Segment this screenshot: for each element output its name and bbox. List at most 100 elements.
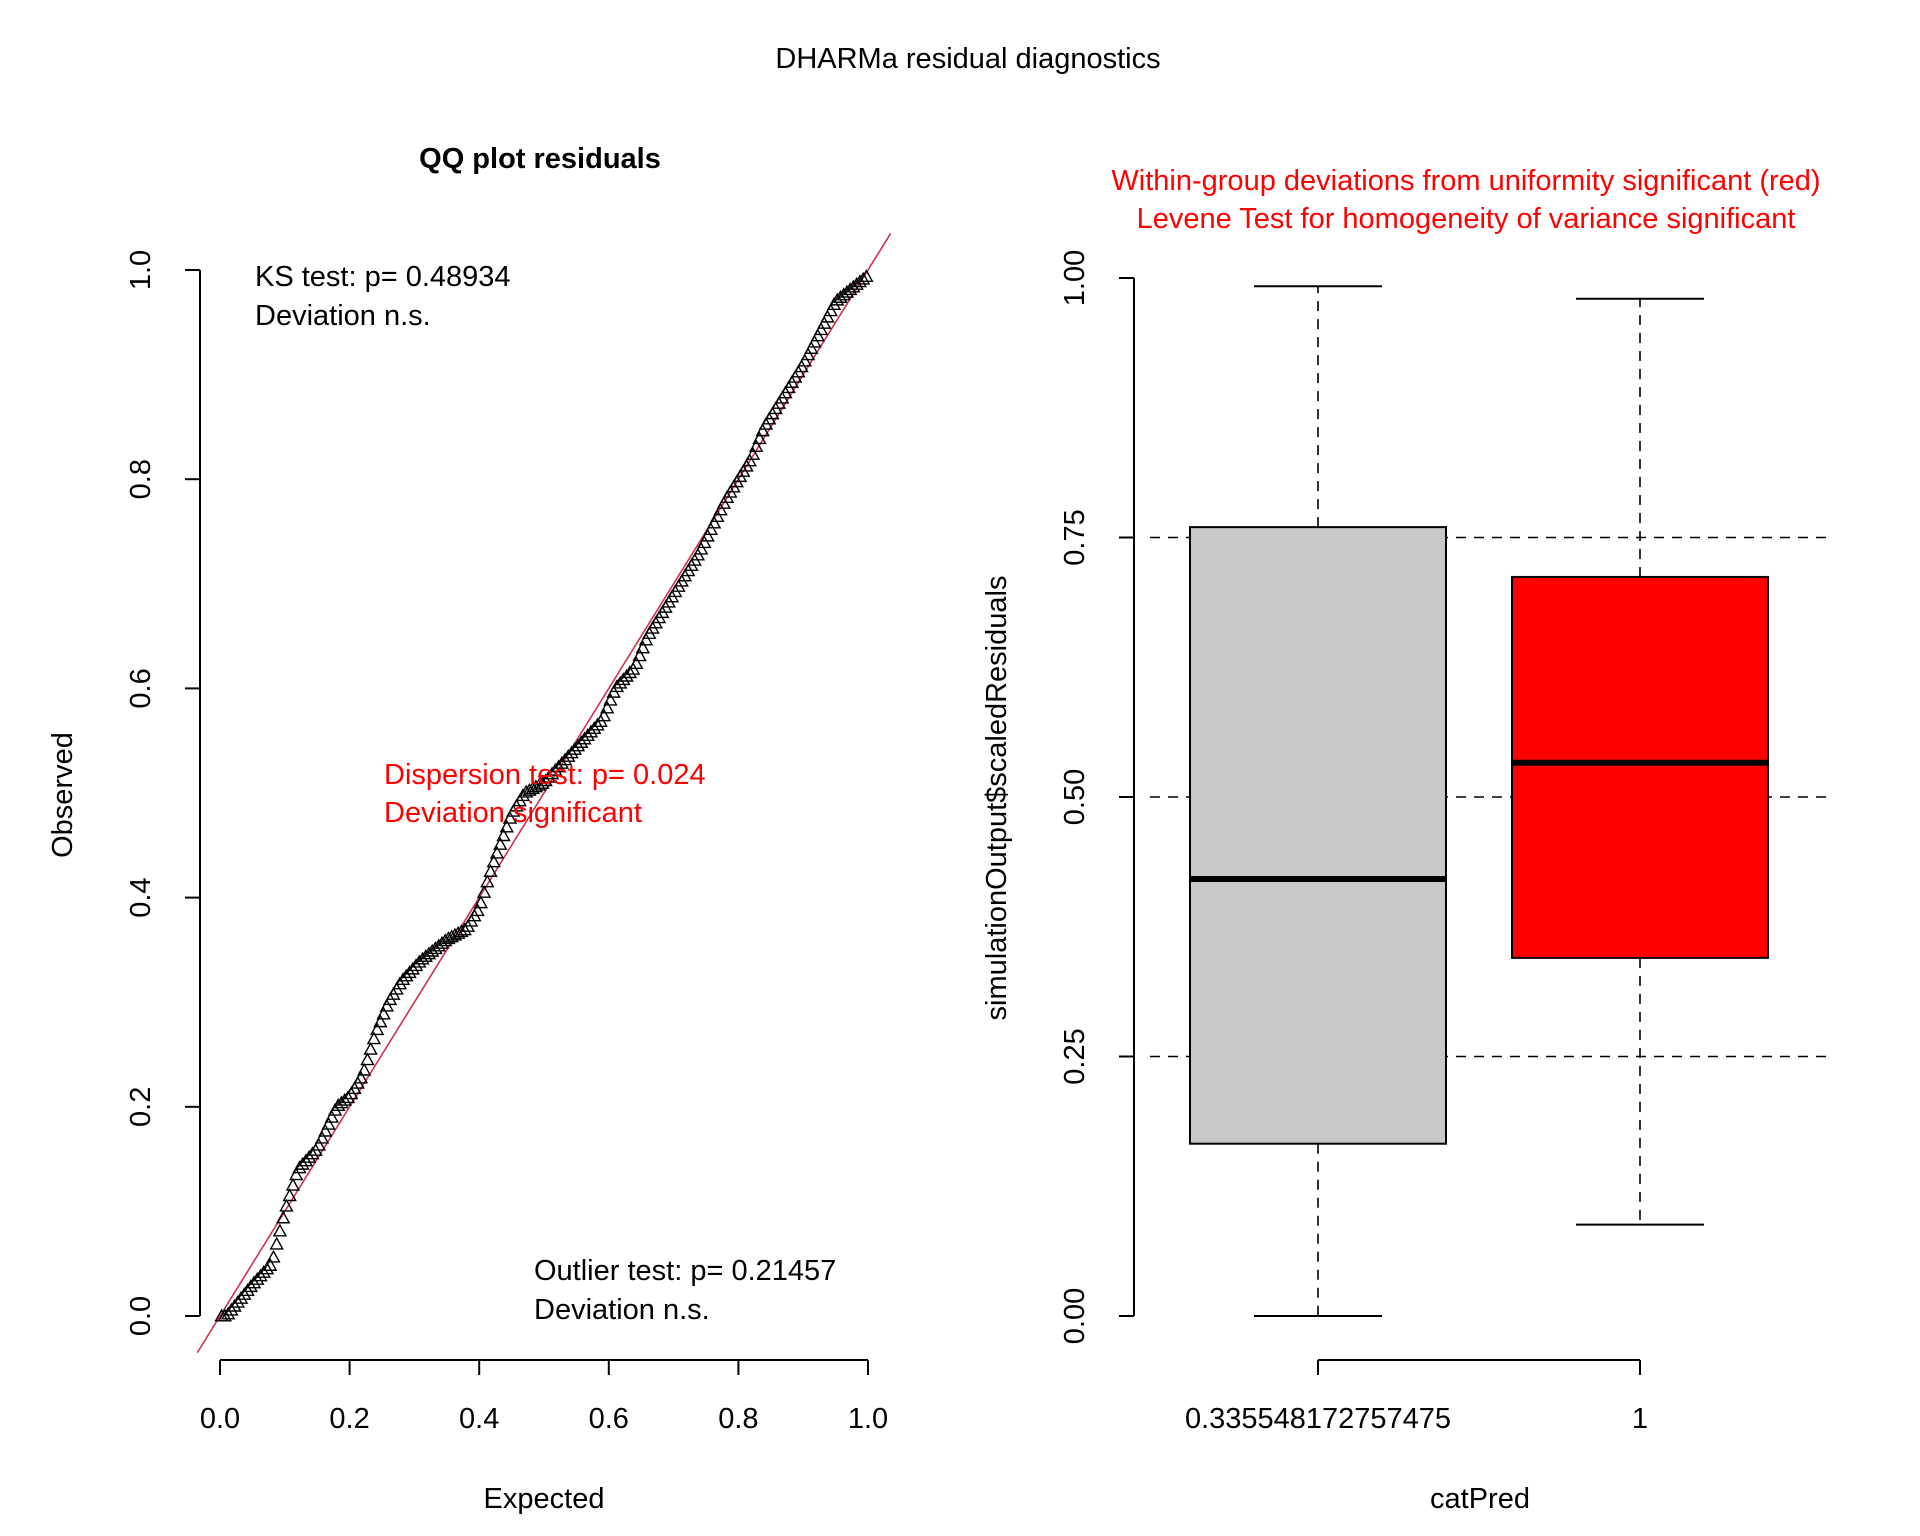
qq-point (567, 741, 582, 755)
qq-point (473, 895, 489, 909)
qq-point (554, 755, 570, 769)
qq-point (480, 874, 495, 888)
qq-x-axis-label: Expected (484, 1483, 605, 1515)
qq-x-tick-label: 0.8 (718, 1403, 758, 1435)
qq-point (253, 1268, 268, 1282)
qq-point (227, 1298, 242, 1312)
qq-points (214, 269, 874, 1322)
qq-point (489, 845, 505, 859)
outlier-test-text: Outlier test: p= 0.21457 (534, 1255, 836, 1287)
qq-point (742, 453, 757, 467)
dispersion-test-text: Dispersion test: p= 0.024 (384, 759, 706, 791)
qq-point (616, 672, 631, 686)
qq-point (797, 353, 813, 367)
qq-x-tick-label: 1.0 (848, 1403, 888, 1435)
qq-point (810, 328, 825, 342)
box-y-tick-label: 0.75 (1059, 509, 1091, 565)
qq-point (220, 1306, 236, 1320)
qq-y-axis-label: Observed (47, 732, 79, 858)
qq-point (570, 738, 586, 752)
qq-point (295, 1156, 310, 1170)
qq-point (444, 929, 459, 943)
qq-point (376, 1006, 391, 1020)
qq-point (590, 717, 605, 731)
qq-point (366, 1031, 382, 1045)
box-body (1511, 575, 1769, 959)
qq-point (693, 541, 709, 555)
qq-point (541, 769, 557, 783)
qq-point (353, 1070, 369, 1084)
outlier-deviation-text: Deviation n.s. (534, 1294, 710, 1326)
qq-point (263, 1258, 278, 1271)
qq-point (266, 1249, 281, 1263)
qq-point (405, 961, 420, 975)
qq-point (583, 724, 599, 738)
qq-point (476, 884, 492, 898)
qq-point (518, 784, 534, 798)
qq-point (703, 522, 719, 536)
qq-y-tick-label: 0.0 (125, 1296, 157, 1336)
box-y-tick-label: 0.50 (1059, 769, 1091, 825)
box-panel: Within-group deviations from uniformity … (981, 165, 1826, 1515)
box-axes: 0.00 0.25 0.50 0.75 1.00 simulationOutput$sca… (981, 250, 1648, 1515)
qq-point (561, 748, 576, 762)
qq-point (496, 828, 511, 842)
qq-point (710, 509, 725, 522)
qq-point (324, 1109, 339, 1123)
box-y-tick-label: 0.00 (1059, 1288, 1091, 1344)
qq-point (243, 1279, 258, 1293)
qq-point (622, 665, 638, 679)
qq-point (493, 836, 508, 850)
qq-point (282, 1188, 297, 1202)
qq-point (697, 535, 712, 549)
qq-point (408, 958, 424, 972)
qq-point (311, 1137, 327, 1151)
qq-point (246, 1275, 262, 1289)
qq-point (360, 1052, 375, 1066)
qq-point (800, 347, 816, 361)
qq-point (483, 864, 498, 877)
qq-point (340, 1090, 356, 1104)
qq-axes: 0.0 0.2 0.4 0.6 0.8 1.0 Expected 0.0 0.2 0.4 0.6 0.… (47, 250, 888, 1515)
qq-point (363, 1041, 378, 1055)
qq-point (713, 502, 728, 516)
qq-x-tick-label: 0.0 (200, 1403, 240, 1435)
qq-point (399, 968, 414, 982)
box-x-tick-label: 1 (1632, 1403, 1648, 1435)
qq-point (755, 423, 770, 437)
qq-point (356, 1062, 372, 1076)
qq-point (535, 775, 550, 789)
qq-title: QQ plot residuals (419, 143, 661, 175)
qq-point (587, 721, 602, 734)
qq-point (499, 819, 514, 833)
qq-point (522, 782, 537, 796)
qq-point (752, 431, 767, 445)
qq-point (635, 640, 651, 654)
qq-point (525, 781, 540, 795)
qq-point (402, 965, 417, 979)
qq-point (373, 1014, 388, 1028)
qq-point (337, 1092, 352, 1106)
qq-point (441, 931, 456, 945)
qq-point (632, 648, 647, 662)
qq-panel: QQ plot residuals 0.0 0.2 0.4 0.6 0.8 1.0 Expe… (47, 143, 892, 1515)
qq-x-tick-label: 0.6 (589, 1403, 629, 1435)
qq-point (305, 1146, 320, 1160)
qq-point (629, 656, 644, 670)
qq-point (369, 1022, 385, 1036)
qq-point (609, 679, 625, 693)
qq-point (321, 1116, 336, 1130)
qq-point (314, 1130, 330, 1144)
qq-point (301, 1149, 317, 1163)
qq-point (528, 779, 544, 793)
qq-point (574, 735, 589, 748)
qq-point (531, 777, 547, 791)
box-x-axis-label: catPred (1430, 1483, 1530, 1515)
qq-y-tick-label: 0.6 (125, 668, 157, 708)
qq-point (577, 731, 592, 745)
box-marks (1189, 285, 1769, 1317)
qq-point (285, 1177, 301, 1191)
qq-point (450, 925, 466, 939)
box-y-tick-label: 0.25 (1059, 1028, 1091, 1084)
